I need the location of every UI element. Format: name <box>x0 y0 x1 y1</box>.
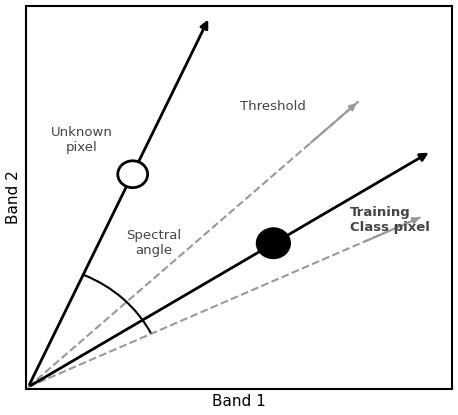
Y-axis label: Band 2: Band 2 <box>5 170 21 224</box>
Text: Unknown
pixel: Unknown pixel <box>50 126 113 154</box>
Circle shape <box>257 229 289 258</box>
Text: Threshold: Threshold <box>240 100 306 113</box>
X-axis label: Band 1: Band 1 <box>213 394 266 410</box>
Text: Training
Class pixel: Training Class pixel <box>350 206 430 234</box>
Circle shape <box>118 161 147 188</box>
Text: Spectral
angle: Spectral angle <box>126 229 181 257</box>
